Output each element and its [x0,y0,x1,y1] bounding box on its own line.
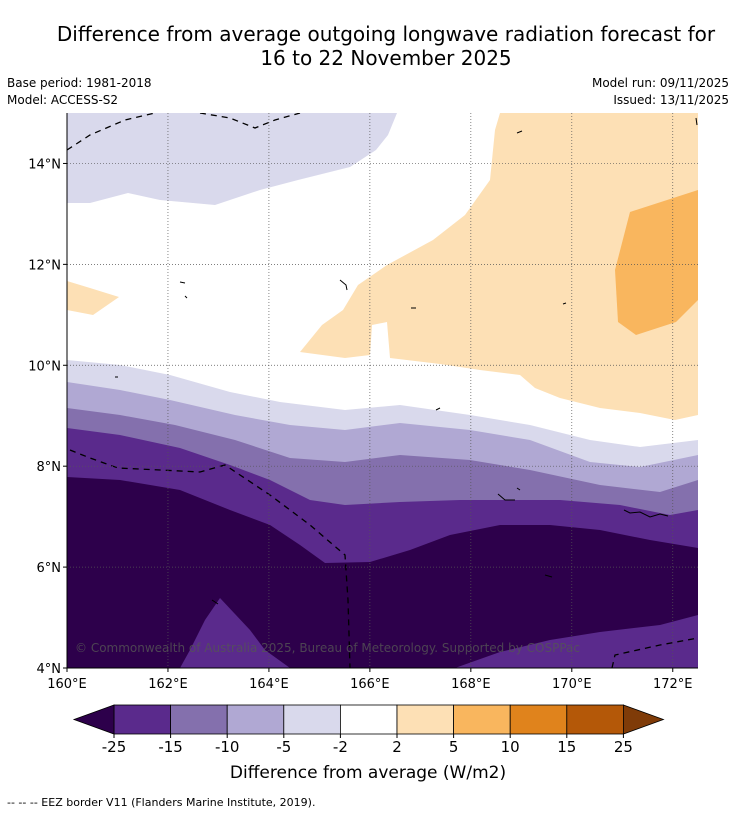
model-run-label: Model run: 09/11/2025 [591,76,729,90]
island-mark [695,117,698,126]
x-tick-label: 164°E [249,677,289,692]
colorbar-segment [453,704,511,735]
eez-border-south [69,449,351,668]
eez-borders [67,113,698,668]
island-mark [211,599,219,605]
colorbar-segment [339,704,398,735]
island-mark [562,302,567,305]
chart-title-line2: 16 to 22 November 2025 [260,46,512,70]
eez-legend-note: -- -- -- EEZ border V11 (Flanders Marine… [7,796,316,809]
colorbar-tick-label: 15 [557,738,576,756]
gridlines [67,113,698,668]
x-tick-label: 172°E [653,677,693,692]
y-tick-label: 6°N [37,561,62,576]
heatmap-field: © Commonwealth of Australia 2025, Bureau… [67,113,698,668]
contour-top-band [67,113,397,205]
colorbar: -25 -15 -10 -5 -2 2 5 10 15 25 [72,704,665,756]
island-mark [623,509,669,518]
colorbar-tick-label: 25 [614,738,633,756]
contour-small-positive [67,281,119,315]
chart-title: Difference from average outgoing longwav… [30,22,736,70]
x-tick-label: 170°E [552,677,592,692]
contour-band-minus25 [67,477,698,668]
colorbar-tick-label: -2 [333,738,348,756]
model-label: Model: ACCESS-S2 [7,93,119,107]
meta-right: Model run: 09/11/2025 Issued: 13/11/2025 [592,75,729,109]
colorbar-tick-label: 2 [392,738,402,756]
island-mark [184,295,188,299]
island-mark [544,574,553,578]
eez-border-north [67,113,156,151]
island-mark [339,279,348,291]
x-tick-label: 168°E [451,677,491,692]
y-tick-label: 12°N [28,258,61,273]
y-axis-ticks: 4°N 6°N 8°N 10°N 12°N 14°N [28,157,67,677]
x-tick-label: 166°E [350,677,390,692]
colorbar-segment [113,704,171,735]
colorbar-under-arrow [72,704,115,735]
colorbar-tick-label: -5 [276,738,291,756]
colorbar-segment [509,704,568,735]
issued-label: Issued: 13/11/2025 [613,93,729,107]
colorbar-label: Difference from average (W/m2) [230,763,506,783]
colorbar-tick-label: -25 [102,738,127,756]
island-mark [516,130,523,134]
colorbar-tick-label: 5 [449,738,459,756]
eez-border-southeast [611,637,698,668]
watermark: © Commonwealth of Australia 2025, Bureau… [75,641,580,655]
colorbar-tick-label: -10 [215,738,240,756]
meta-left: Base period: 1981-2018 Model: ACCESS-S2 [7,75,152,109]
chart-svg: © Commonwealth of Australia 2025, Bureau… [28,113,698,783]
x-tick-label: 160°E [47,677,87,692]
base-period-label: Base period: 1981-2018 [7,76,152,90]
y-tick-label: 4°N [37,662,62,677]
contour-orange-region [615,190,698,335]
colorbar-segment [170,704,228,735]
island-mark [516,487,521,491]
island-mark [497,493,515,501]
colorbar-segment [283,704,341,735]
contour-positive-region [300,113,698,420]
y-tick-label: 14°N [28,157,61,172]
colorbar-segment [396,704,454,735]
x-tick-label: 162°E [148,677,188,692]
colorbar-tick-label: -15 [158,738,183,756]
y-tick-label: 8°N [37,460,62,475]
island-mark [179,281,186,284]
island-mark [435,407,441,411]
eez-border-north-mid [199,113,301,129]
colorbar-segment [566,704,624,735]
chart-title-line1: Difference from average outgoing longwav… [56,22,716,46]
colorbar-segment [226,704,285,735]
island-marks [115,117,698,605]
colorbar-over-arrow [623,704,665,735]
colorbar-tick-label: 10 [501,738,520,756]
y-tick-label: 10°N [28,359,61,374]
x-axis-ticks: 160°E 162°E 164°E 166°E 168°E 170°E 172°E [47,668,693,692]
